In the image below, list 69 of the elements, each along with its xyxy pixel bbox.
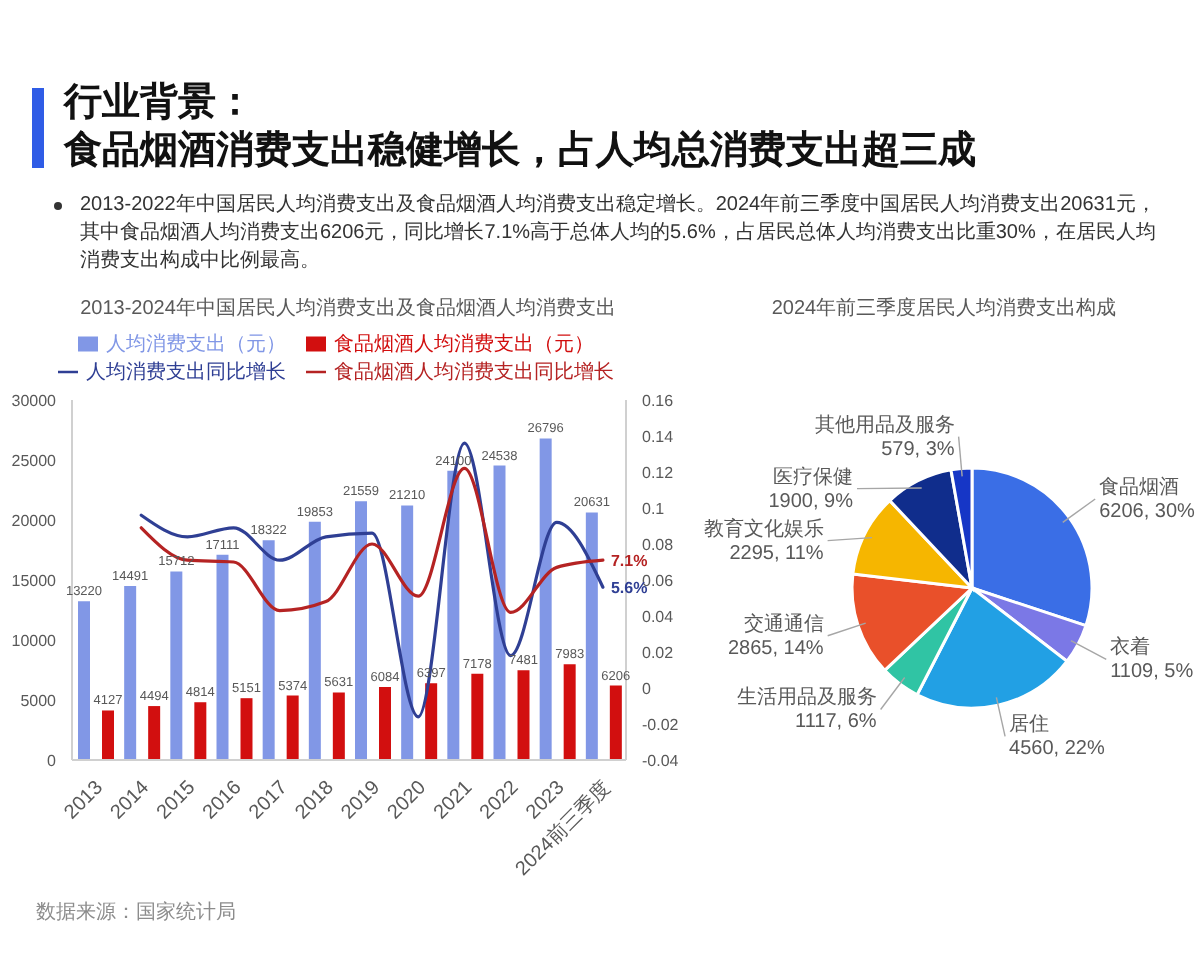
- bar: [78, 601, 90, 760]
- chart-title: 2013-2024年中国居民人均消费支出及食品烟酒人均消费支出: [78, 296, 618, 324]
- slice-label: 交通通信: [743, 611, 824, 636]
- y2-tick-label: 0.08: [642, 535, 675, 554]
- bar: [471, 673, 484, 760]
- y2-tick-label: 0.06: [642, 571, 675, 590]
- slice-label: 教育文化娱乐: [703, 516, 824, 541]
- bar: [194, 702, 207, 760]
- bar: [308, 521, 321, 760]
- y2-tick-label: 0.1: [642, 499, 666, 518]
- bar: [425, 683, 438, 760]
- slice-label: 医疗保健: [773, 464, 854, 489]
- data-label: 1109, 5%: [1110, 661, 1194, 684]
- bar: [379, 686, 391, 760]
- y-tick-label: 20000: [11, 511, 58, 530]
- bar: [216, 554, 229, 760]
- data-label: 2865, 14%: [728, 637, 824, 660]
- slice-label: 其他用品及服务: [814, 412, 955, 437]
- data-label: 2295, 11%: [729, 542, 824, 565]
- y-tick-label: 25000: [11, 451, 58, 470]
- y2-tick-label: -0.04: [642, 751, 680, 770]
- data-label: 1117, 6%: [795, 711, 877, 734]
- legend-label: 人均消费支出（元）: [106, 334, 286, 356]
- bar: [332, 692, 345, 760]
- bar: [585, 512, 598, 760]
- source-note: 数据来源：国家统计局: [36, 900, 238, 928]
- bar: [493, 465, 506, 760]
- bar: [240, 698, 253, 760]
- data-label: 579, 3%: [881, 438, 955, 461]
- bar: [609, 685, 622, 760]
- y2-tick-label: 0.12: [642, 463, 675, 482]
- y2-tick-label: 0.16: [642, 391, 675, 410]
- y2-tick-label: 0: [642, 679, 652, 698]
- slice-label: 居住: [1009, 714, 1050, 737]
- bar: [539, 438, 552, 760]
- slice-label: 衣着: [1110, 635, 1151, 660]
- y-tick-label: 10000: [11, 631, 58, 650]
- y2-tick-label: 0.02: [642, 643, 675, 662]
- bar: [355, 501, 367, 760]
- text: 食品烟酒消费支出稳健增长，占人均总消费支出超三成: [64, 128, 978, 176]
- legend-label: 食品烟酒人均消费支出（元）: [334, 334, 594, 356]
- slice-label: 食品烟酒: [1099, 474, 1180, 499]
- legend-label: 人均消费支出同比增长: [86, 362, 286, 384]
- y2-tick-label: 0.04: [642, 607, 675, 626]
- bar: [517, 670, 530, 760]
- y-tick-label: 15000: [11, 571, 58, 590]
- legend-label: 食品烟酒人均消费支出同比增长: [334, 362, 614, 384]
- bar: [124, 586, 137, 760]
- bar: [447, 470, 460, 760]
- data-label: 1900, 9%: [768, 490, 854, 513]
- y-tick-label: 0: [47, 751, 58, 770]
- text: 行业背景：: [64, 80, 256, 128]
- bar: [170, 571, 183, 760]
- data-label: 4560, 22%: [1009, 738, 1105, 761]
- bar: [148, 706, 161, 760]
- bar: [262, 540, 275, 760]
- bar: [286, 695, 299, 760]
- y-tick-label: 5000: [20, 691, 58, 710]
- y2-tick-label: 0.14: [642, 427, 675, 446]
- y2-tick-label: -0.02: [642, 715, 680, 734]
- bar: [102, 710, 114, 760]
- slice-label: 生活用品及服务: [736, 685, 877, 710]
- data-label: 7.1%: [610, 551, 648, 570]
- text: 2013-2022年中国居民人均消费支出及食品烟酒人均消费支出稳定增长。2024年前三季度中国居民人均消费支出20631元，其中食品烟酒人均消费支出6206元，同比增长7.1%高于总体人均的5.6%，占居民总体人均消费支出比重30%，在居民人均消费支出构成中比例最高。: [80, 192, 1158, 276]
- bar: [401, 505, 414, 760]
- chart-title: 2024年前三季度居民人均消费支出构成: [769, 296, 1119, 324]
- y-tick-label: 30000: [11, 391, 58, 410]
- bar: [563, 664, 576, 760]
- data-label: 6206, 30%: [1099, 500, 1196, 523]
